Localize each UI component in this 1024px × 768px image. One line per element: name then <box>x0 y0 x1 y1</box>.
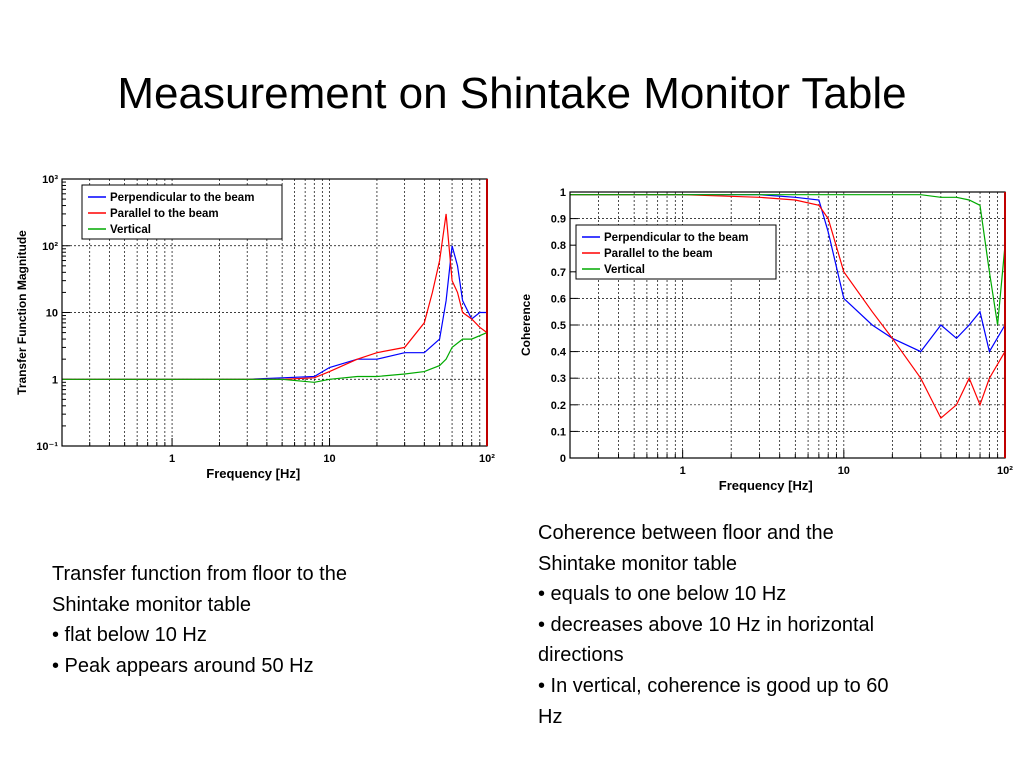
legend: Perpendicular to the beam Parallel to the… <box>575 224 777 280</box>
caption-line: Shintake monitor table <box>52 593 252 616</box>
x-axis-label: Frequency [Hz] <box>719 478 813 493</box>
legend: Perpendicular to the beam Parallel to the… <box>81 184 283 240</box>
legend-label: Parallel to the beam <box>604 248 713 260</box>
x-tick-label: 10² <box>479 453 495 465</box>
x-axis-label: Frequency [Hz] <box>206 466 300 481</box>
y-tick-label: 0.9 <box>551 214 566 226</box>
legend-label: Parallel to the beam <box>110 208 219 220</box>
series-line <box>570 194 1006 326</box>
y-tick-label: 0.8 <box>551 240 566 252</box>
caption-bullet: • flat below 10 Hz <box>52 624 207 647</box>
caption-bullet: • decreases above 10 Hz in horizontal <box>538 613 875 636</box>
y-tick-label: 0.3 <box>551 373 566 385</box>
series-line <box>62 332 488 383</box>
legend-box <box>575 224 777 280</box>
caption-bullet: • In vertical, coherence is good up to 6… <box>538 674 889 697</box>
legend-label: Perpendicular to the beam <box>604 232 748 244</box>
transfer-function-plot: 10⁻¹ 1 10 10² 10³ 1 10 10² Frequency [Hz] Transfe… <box>10 165 505 490</box>
transfer-function-chart: 10⁻¹ 1 10 10² 10³ 1 10 10² Frequency [Hz] Transfe… <box>10 165 505 490</box>
caption-line: Transfer function from floor to the <box>52 563 347 585</box>
legend-label: Vertical <box>604 264 645 276</box>
series-line <box>570 194 1006 420</box>
caption-line: Coherence between floor and the <box>538 522 834 544</box>
y-tick-label: 0.1 <box>551 426 566 438</box>
caption-line: Shintake monitor table <box>538 552 738 575</box>
legend-label: Perpendicular to the beam <box>110 192 254 204</box>
y-axis-label: Coherence <box>519 294 533 356</box>
y-tick-label: 0.5 <box>551 320 566 332</box>
x-tick-label: 1 <box>680 465 686 477</box>
y-tick-label: 0.4 <box>551 347 567 359</box>
y-tick-label: 10³ <box>42 174 58 186</box>
coherence-chart: 0 0.1 0.2 0.3 0.4 0.5 0.6 0.7 0.8 0.9 1 1 10 10² Frequ… <box>516 180 1022 505</box>
legend-box <box>81 184 283 240</box>
x-tick-label: 10² <box>997 465 1013 477</box>
slide-title: Measurement on Shintake Monitor Table <box>117 69 907 118</box>
x-tick-label: 1 <box>169 453 175 465</box>
y-tick-label: 10⁻¹ <box>36 441 58 453</box>
caption-line: directions <box>538 644 624 667</box>
caption-bullet: • equals to one below 10 Hz <box>538 583 787 606</box>
caption-bullet: • Peak appears around 50 Hz <box>52 654 314 677</box>
y-tick-label: 1 <box>560 187 566 199</box>
y-tick-label: 0 <box>560 453 566 465</box>
y-tick-label: 10 <box>46 308 58 320</box>
y-tick-label: 10² <box>42 241 58 253</box>
legend-label: Vertical <box>110 224 151 236</box>
y-tick-label: 0.2 <box>551 400 566 412</box>
series-line <box>62 245 487 380</box>
x-tick-label: 10 <box>838 465 850 477</box>
coherence-plot: 0 0.1 0.2 0.3 0.4 0.5 0.6 0.7 0.8 0.9 1 1 10 10² Frequ… <box>516 180 1022 505</box>
coherence-caption: Coherence between floor and the Shintake… <box>538 518 1008 732</box>
y-tick-label: 0.6 <box>551 293 566 305</box>
y-axis-label: Transfer Function Magnitude <box>15 230 29 395</box>
y-tick-label: 1 <box>52 374 58 386</box>
series-line <box>570 194 1006 354</box>
caption-line: Hz <box>538 705 563 728</box>
y-tick-label: 0.7 <box>551 267 566 279</box>
transfer-function-caption: Transfer function from floor to the Shin… <box>52 559 492 681</box>
x-tick-label: 10 <box>323 453 335 465</box>
